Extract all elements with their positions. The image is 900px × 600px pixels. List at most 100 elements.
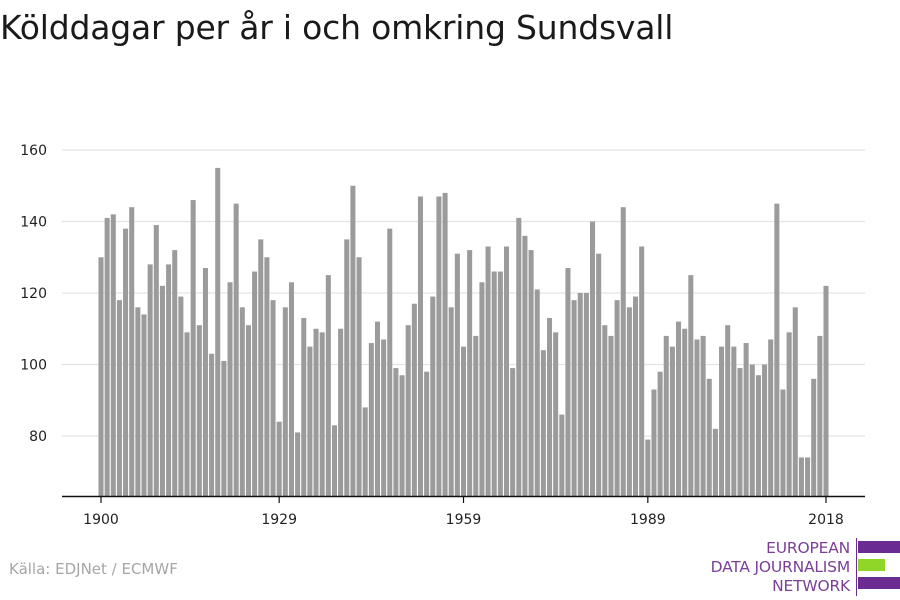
bar-1958[interactable]	[454, 253, 460, 496]
bar-1913[interactable]	[178, 296, 184, 496]
bar-1992[interactable]	[663, 335, 669, 496]
bar-1987[interactable]	[633, 296, 639, 496]
bar-1968[interactable]	[516, 217, 522, 497]
bar-1906[interactable]	[135, 307, 141, 496]
bar-1979[interactable]	[583, 293, 589, 496]
bar-1977[interactable]	[571, 300, 577, 496]
bar-1902[interactable]	[110, 214, 116, 496]
bar-1955[interactable]	[436, 196, 442, 496]
bar-1947[interactable]	[387, 228, 393, 496]
bar-1900[interactable]	[98, 257, 104, 496]
bar-1980[interactable]	[590, 221, 596, 497]
bar-1974[interactable]	[553, 332, 559, 496]
bar-1965[interactable]	[497, 271, 503, 496]
bar-1940[interactable]	[344, 239, 350, 497]
bar-1972[interactable]	[540, 350, 546, 496]
bar-1944[interactable]	[368, 343, 374, 496]
bar-1901[interactable]	[104, 217, 110, 497]
bar-1991[interactable]	[657, 371, 663, 496]
bar-1933[interactable]	[301, 318, 307, 496]
bar-1967[interactable]	[510, 368, 516, 496]
bar-2012[interactable]	[786, 332, 792, 496]
bar-2015[interactable]	[805, 457, 811, 496]
bar-2002[interactable]	[725, 325, 731, 496]
bar-1932[interactable]	[295, 432, 301, 496]
bar-1935[interactable]	[313, 328, 319, 496]
bar-1926[interactable]	[258, 239, 264, 497]
bar-1919[interactable]	[215, 167, 221, 497]
bar-1952[interactable]	[417, 196, 424, 496]
bar-1930[interactable]	[282, 307, 288, 496]
bar-1927[interactable]	[264, 257, 270, 496]
bar-1918[interactable]	[209, 353, 215, 496]
bar-1936[interactable]	[319, 332, 325, 496]
bar-1951[interactable]	[411, 303, 417, 496]
bar-1954[interactable]	[430, 296, 436, 496]
bar-1963[interactable]	[485, 246, 491, 496]
bar-1981[interactable]	[596, 253, 602, 496]
bar-1907[interactable]	[141, 314, 147, 496]
bar-1978[interactable]	[577, 293, 583, 496]
bar-1973[interactable]	[547, 318, 553, 496]
bar-1997[interactable]	[694, 339, 700, 496]
bar-2016[interactable]	[811, 378, 817, 496]
bar-1975[interactable]	[559, 414, 565, 496]
bar-1904[interactable]	[123, 228, 129, 496]
bar-1916[interactable]	[196, 325, 202, 496]
bar-1924[interactable]	[245, 325, 251, 496]
bar-2018[interactable]	[823, 285, 829, 496]
bar-1937[interactable]	[325, 275, 331, 497]
bar-1957[interactable]	[448, 307, 454, 496]
bar-1964[interactable]	[491, 271, 497, 496]
bar-2007[interactable]	[755, 375, 761, 496]
bar-1917[interactable]	[202, 267, 208, 496]
bar-1993[interactable]	[669, 346, 675, 497]
bar-1969[interactable]	[522, 235, 528, 497]
bar-1961[interactable]	[473, 335, 479, 496]
bar-1959[interactable]	[460, 346, 467, 497]
bar-1956[interactable]	[442, 192, 448, 496]
bar-1950[interactable]	[405, 325, 411, 496]
bar-1939[interactable]	[338, 328, 344, 496]
bar-1905[interactable]	[129, 207, 135, 496]
bar-1982[interactable]	[602, 325, 608, 496]
bar-1989[interactable]	[645, 439, 651, 496]
bar-1988[interactable]	[639, 246, 645, 496]
bar-2017[interactable]	[817, 335, 823, 496]
bar-1903[interactable]	[116, 300, 122, 496]
bar-1949[interactable]	[399, 375, 405, 496]
bar-1921[interactable]	[227, 282, 233, 496]
bar-1925[interactable]	[252, 271, 258, 496]
bar-2005[interactable]	[743, 343, 749, 496]
bar-1960[interactable]	[467, 250, 473, 496]
bar-1943[interactable]	[362, 407, 368, 496]
bar-2014[interactable]	[798, 457, 804, 496]
bar-1934[interactable]	[307, 346, 313, 497]
bar-1976[interactable]	[565, 267, 571, 496]
bar-2004[interactable]	[737, 368, 743, 496]
bar-1923[interactable]	[239, 307, 245, 496]
bar-2013[interactable]	[792, 307, 798, 496]
bar-1984[interactable]	[614, 300, 620, 496]
bar-2010[interactable]	[774, 203, 780, 497]
bar-1970[interactable]	[528, 250, 534, 496]
bar-1945[interactable]	[374, 321, 380, 496]
bar-1999[interactable]	[706, 378, 712, 496]
bar-2011[interactable]	[780, 389, 786, 496]
bar-1909[interactable]	[153, 225, 159, 496]
bar-1910[interactable]	[159, 285, 165, 496]
bar-1920[interactable]	[221, 360, 227, 496]
bar-1966[interactable]	[503, 246, 510, 496]
bar-1948[interactable]	[393, 368, 399, 496]
bar-1941[interactable]	[350, 185, 356, 496]
bar-1971[interactable]	[534, 289, 540, 496]
bar-1931[interactable]	[288, 282, 294, 496]
bar-1990[interactable]	[651, 389, 657, 496]
bar-2000[interactable]	[712, 428, 718, 496]
bar-1912[interactable]	[172, 250, 178, 496]
bar-1962[interactable]	[479, 282, 485, 496]
bar-2008[interactable]	[762, 364, 768, 497]
bar-2006[interactable]	[749, 364, 755, 497]
bar-1911[interactable]	[166, 264, 172, 496]
bar-1998[interactable]	[700, 335, 706, 496]
